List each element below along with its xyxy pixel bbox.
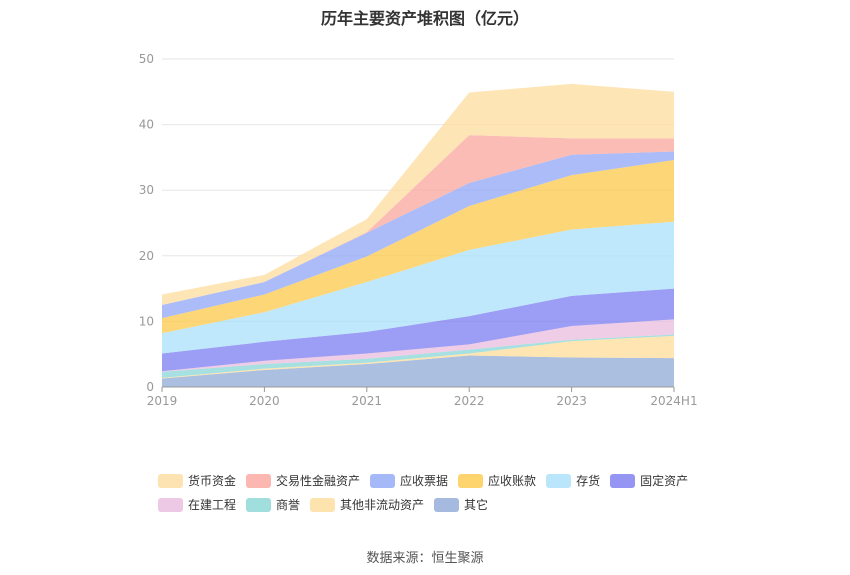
x-tick-label: 2024H1: [650, 394, 697, 408]
legend-label: 应收账款: [488, 474, 537, 488]
x-tick-label: 2020: [249, 394, 280, 408]
x-tick-label: 2022: [454, 394, 485, 408]
y-tick-label: 50: [139, 52, 154, 66]
legend-label: 其他非流动资产: [340, 498, 425, 512]
legend-item[interactable]: 其它: [434, 496, 488, 513]
legend-swatch: [434, 497, 460, 512]
legend-row: 货币资金 交易性金融资产 应收票据 应收账款 存货 固定资产: [158, 472, 718, 489]
area-series-9: [162, 83, 674, 305]
legend-item[interactable]: 交易性金融资产: [246, 472, 360, 489]
area-series-3: [162, 319, 674, 372]
legend-swatch: [546, 473, 572, 488]
legend-label: 在建工程: [188, 498, 237, 512]
legend-item[interactable]: 存货: [546, 472, 600, 489]
y-tick-label: 10: [139, 314, 154, 328]
legend-swatch: [370, 473, 396, 488]
area-series-5: [162, 221, 674, 354]
x-tick-label: 2023: [556, 394, 587, 408]
legend-item[interactable]: 固定资产: [610, 472, 688, 489]
legend-swatch: [246, 473, 272, 488]
legend-swatch: [310, 497, 336, 512]
y-tick-label: 30: [139, 183, 154, 197]
area-series-7: [162, 151, 674, 319]
legend-item[interactable]: 在建工程: [158, 496, 236, 513]
y-tick-label: 0: [146, 380, 154, 394]
chart-title: 历年主要资产堆积图（亿元）: [320, 9, 529, 28]
area-series-8: [162, 135, 674, 305]
data-source: 数据来源：恒生聚源: [366, 551, 484, 566]
area-series-4: [162, 288, 674, 372]
legend-label: 商誉: [276, 498, 301, 512]
area-series-2: [162, 334, 674, 378]
legend: 货币资金 交易性金融资产 应收票据 应收账款 存货 固定资产在建工程 商誉 其他非流动资产 其它: [158, 472, 718, 520]
legend-swatch: [158, 497, 183, 512]
area-series-6: [162, 160, 674, 334]
x-tick-label: 2019: [147, 394, 178, 408]
legend-label: 其它: [464, 498, 489, 512]
legend-swatch: [158, 473, 183, 488]
y-tick-label: 20: [139, 249, 154, 263]
legend-label: 应收票据: [400, 474, 449, 488]
legend-swatch: [246, 497, 272, 512]
y-tick-label: 40: [139, 118, 154, 132]
area-series-0: [162, 355, 674, 387]
legend-label: 货币资金: [188, 474, 237, 488]
legend-item[interactable]: 货币资金: [158, 472, 236, 489]
legend-label: 存货: [576, 474, 601, 488]
legend-swatch: [458, 473, 484, 488]
area-series-1: [162, 335, 674, 379]
legend-swatch: [610, 473, 636, 488]
area-series: [162, 83, 674, 387]
x-tick-label: 2021: [352, 394, 383, 408]
legend-label: 固定资产: [640, 474, 689, 488]
legend-item[interactable]: 应收账款: [458, 472, 536, 489]
legend-item[interactable]: 其他非流动资产: [310, 496, 424, 513]
legend-item[interactable]: 应收票据: [370, 472, 448, 489]
axes: 0 10 20 30 40 50 2019 2020 2021 2022 2023 2024H1: [139, 52, 698, 408]
stacked-area-chart: 0 10 20 30 40 50 2019 2020 2021 2022 2023 2024H1: [139, 52, 698, 408]
legend-label: 交易性金融资产: [276, 474, 361, 488]
legend-row: 在建工程 商誉 其他非流动资产 其它: [158, 496, 718, 513]
legend-item[interactable]: 商誉: [246, 496, 300, 513]
